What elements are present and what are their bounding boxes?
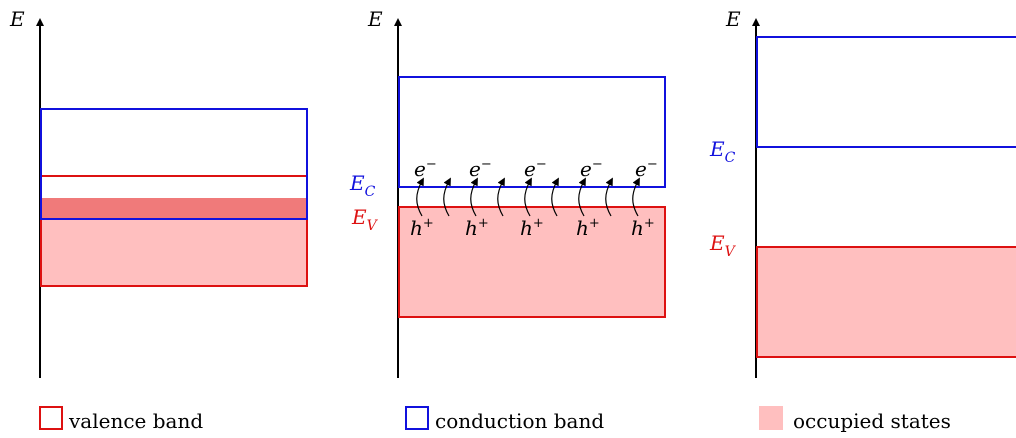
excitation-arrow	[443, 177, 451, 217]
valence-band	[398, 206, 666, 318]
legend-label: valence band	[68, 409, 203, 433]
electron-label: e−	[580, 157, 603, 181]
panel-overlapping-bands: E	[9, 7, 308, 378]
excitation-arrow	[578, 177, 586, 217]
energy-axis-label: E	[725, 7, 741, 31]
legend-label: occupied states	[793, 409, 951, 433]
hole-label: h+	[631, 216, 655, 240]
legend-swatch-conduction	[405, 406, 429, 430]
conduction-band	[40, 108, 308, 220]
electron-label: e−	[469, 157, 492, 181]
electron-label: e−	[524, 157, 547, 181]
legend-label: conduction band	[435, 409, 604, 433]
hole-label: h+	[520, 216, 544, 240]
valence-band-edge-label: EV	[351, 205, 379, 234]
overlap-region	[41, 198, 307, 219]
valence-band	[757, 247, 1016, 357]
excitation-arrow	[524, 177, 532, 217]
hole-label: h+	[465, 216, 489, 240]
conduction-band	[756, 36, 1016, 148]
hole-label: h+	[576, 216, 600, 240]
hole-label: h+	[410, 216, 434, 240]
legend-item-conduction: conduction band	[405, 406, 604, 433]
excitation-arrow	[416, 177, 424, 217]
panel-semiconductor: E EC EV e− e− e− e− e− h+ h+ h+ h+ h+	[349, 7, 666, 378]
legend-swatch-occupied	[759, 406, 783, 430]
energy-axis-label: E	[9, 7, 25, 31]
excitation-arrow	[551, 177, 559, 217]
panel-insulator: E EC EV	[709, 7, 1016, 378]
conduction-band-edge-label: EC	[349, 171, 376, 200]
valence-band	[40, 175, 308, 287]
conduction-band	[398, 76, 666, 188]
legend-item-valence: valence band	[39, 406, 203, 433]
electron-label: e−	[635, 157, 658, 181]
conduction-band-edge-label: EC	[709, 137, 736, 166]
excitation-arrow	[497, 177, 505, 217]
excitation-arrow	[470, 177, 478, 217]
legend-swatch-valence	[39, 406, 63, 430]
valence-band-edge-label: EV	[709, 231, 737, 260]
valence-band-outline	[756, 246, 1016, 358]
excitation-arrows	[416, 177, 640, 217]
excitation-arrow	[632, 177, 640, 217]
legend: valence band conduction band occupied st…	[39, 406, 951, 433]
legend-item-occupied: occupied states	[759, 406, 951, 433]
excitation-arrow	[605, 177, 613, 217]
carrier-labels: e− e− e− e− e− h+ h+ h+ h+ h+	[410, 157, 658, 240]
energy-axis-label: E	[367, 7, 383, 31]
electron-label: e−	[414, 157, 437, 181]
